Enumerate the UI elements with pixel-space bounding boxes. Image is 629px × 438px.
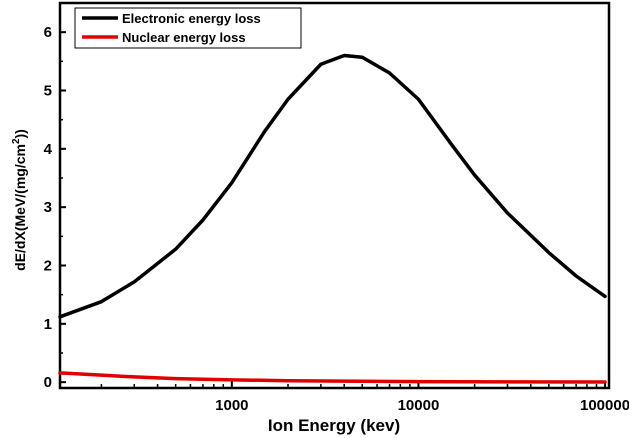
- y-axis-title-superscript: 2: [11, 138, 22, 144]
- x-tick-label: 1000: [215, 397, 248, 414]
- legend: Electronic energy loss Nuclear energy lo…: [74, 7, 302, 49]
- y-tick-label: 2: [44, 258, 52, 275]
- x-tick-label: 10000: [398, 397, 440, 414]
- axis-ticks: 0 1 2 3 4 5 6 1000 10000 100000: [44, 24, 629, 414]
- x-axis-title: Ion Energy (kev): [268, 416, 400, 435]
- y-axis-title-end: )): [12, 129, 28, 138]
- series-layer: [58, 53, 607, 384]
- legend-label-nuclear: Nuclear energy loss: [122, 30, 246, 45]
- y-tick-label: 0: [44, 374, 52, 391]
- y-tick-label: 1: [44, 316, 52, 333]
- y-tick-label: 3: [44, 199, 52, 216]
- y-axis-title-main: dE/dX(MeV/(mg/cm: [12, 144, 28, 271]
- y-tick-label: 6: [44, 24, 52, 41]
- plot-frame: [58, 1, 611, 390]
- legend-label-electronic: Electronic energy loss: [122, 11, 261, 26]
- legend-box: [74, 7, 302, 49]
- x-tick-label: 100000: [580, 397, 629, 414]
- series-line-0: [58, 53, 607, 319]
- series-line-1: [58, 371, 607, 384]
- y-axis-title: dE/dX(MeV/(mg/cm2)): [11, 129, 28, 271]
- y-tick-label: 4: [44, 141, 53, 158]
- y-tick-label: 5: [44, 83, 52, 100]
